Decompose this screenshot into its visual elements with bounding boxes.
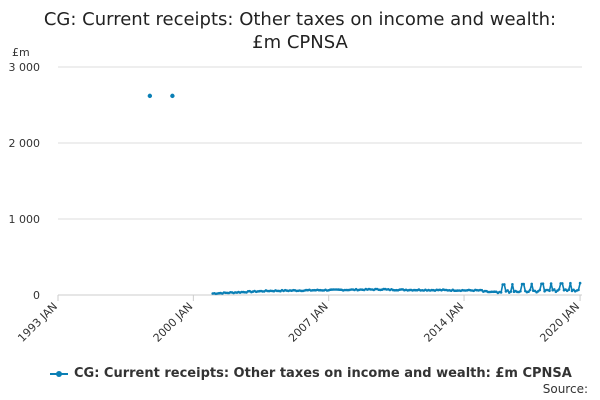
plot-area: [147, 93, 582, 296]
data-point: [170, 93, 175, 99]
series-point: [561, 282, 564, 285]
series-point: [522, 282, 525, 286]
chart-title: CG: Current receipts: Other taxes on inc…: [0, 8, 600, 54]
source-label: Source:: [542, 382, 588, 396]
x-tick-label: 2014 JAN: [421, 300, 466, 345]
series-point: [541, 282, 545, 286]
chart-title-line-2: £m CPNSA: [252, 32, 348, 53]
series-point: [567, 288, 571, 292]
series-point: [528, 288, 532, 292]
legend[interactable]: CG: Current receipts: Other taxes on inc…: [50, 366, 572, 381]
series-point: [553, 288, 556, 291]
series-point: [557, 288, 561, 291]
x-tick-label: 2000 JAN: [151, 300, 196, 345]
series-point: [509, 290, 513, 293]
y-tick-label: 2 000: [9, 137, 41, 150]
y-tick-label: 3 000: [9, 61, 41, 74]
series-point: [577, 288, 580, 292]
y-axis-ticks: 0 1 000 2 000 3 000: [9, 61, 41, 302]
legend-series-marker: [50, 369, 68, 379]
series-point: [506, 289, 509, 292]
series-point: [503, 283, 506, 286]
y-tick-label: 0: [33, 289, 40, 302]
legend-series-label: CG: Current receipts: Other taxes on inc…: [74, 366, 572, 381]
y-tick-label: 1 000: [9, 213, 41, 226]
chart-title-line-1: CG: Current receipts: Other taxes on inc…: [43, 9, 557, 30]
series-point: [511, 283, 514, 286]
x-tick-label: 1993 JAN: [15, 300, 60, 345]
y-axis-unit-label: £m: [12, 46, 30, 59]
series-point: [569, 281, 572, 285]
series-point: [578, 281, 582, 285]
data-point: [147, 93, 153, 99]
series-point: [499, 291, 503, 294]
series-point: [527, 290, 530, 294]
series-point: [530, 282, 533, 286]
series-point: [519, 290, 522, 293]
gridlines: [58, 66, 582, 296]
series-point: [538, 288, 542, 292]
series-point: [548, 289, 551, 293]
x-tick-label: 2020 JAN: [537, 300, 582, 345]
x-axis-ticks: 1993 JAN 2000 JAN 2007 JAN 2014 JAN 2020 JAN: [15, 295, 582, 345]
x-tick-label: 2007 JAN: [286, 300, 331, 345]
series-point: [549, 282, 553, 285]
